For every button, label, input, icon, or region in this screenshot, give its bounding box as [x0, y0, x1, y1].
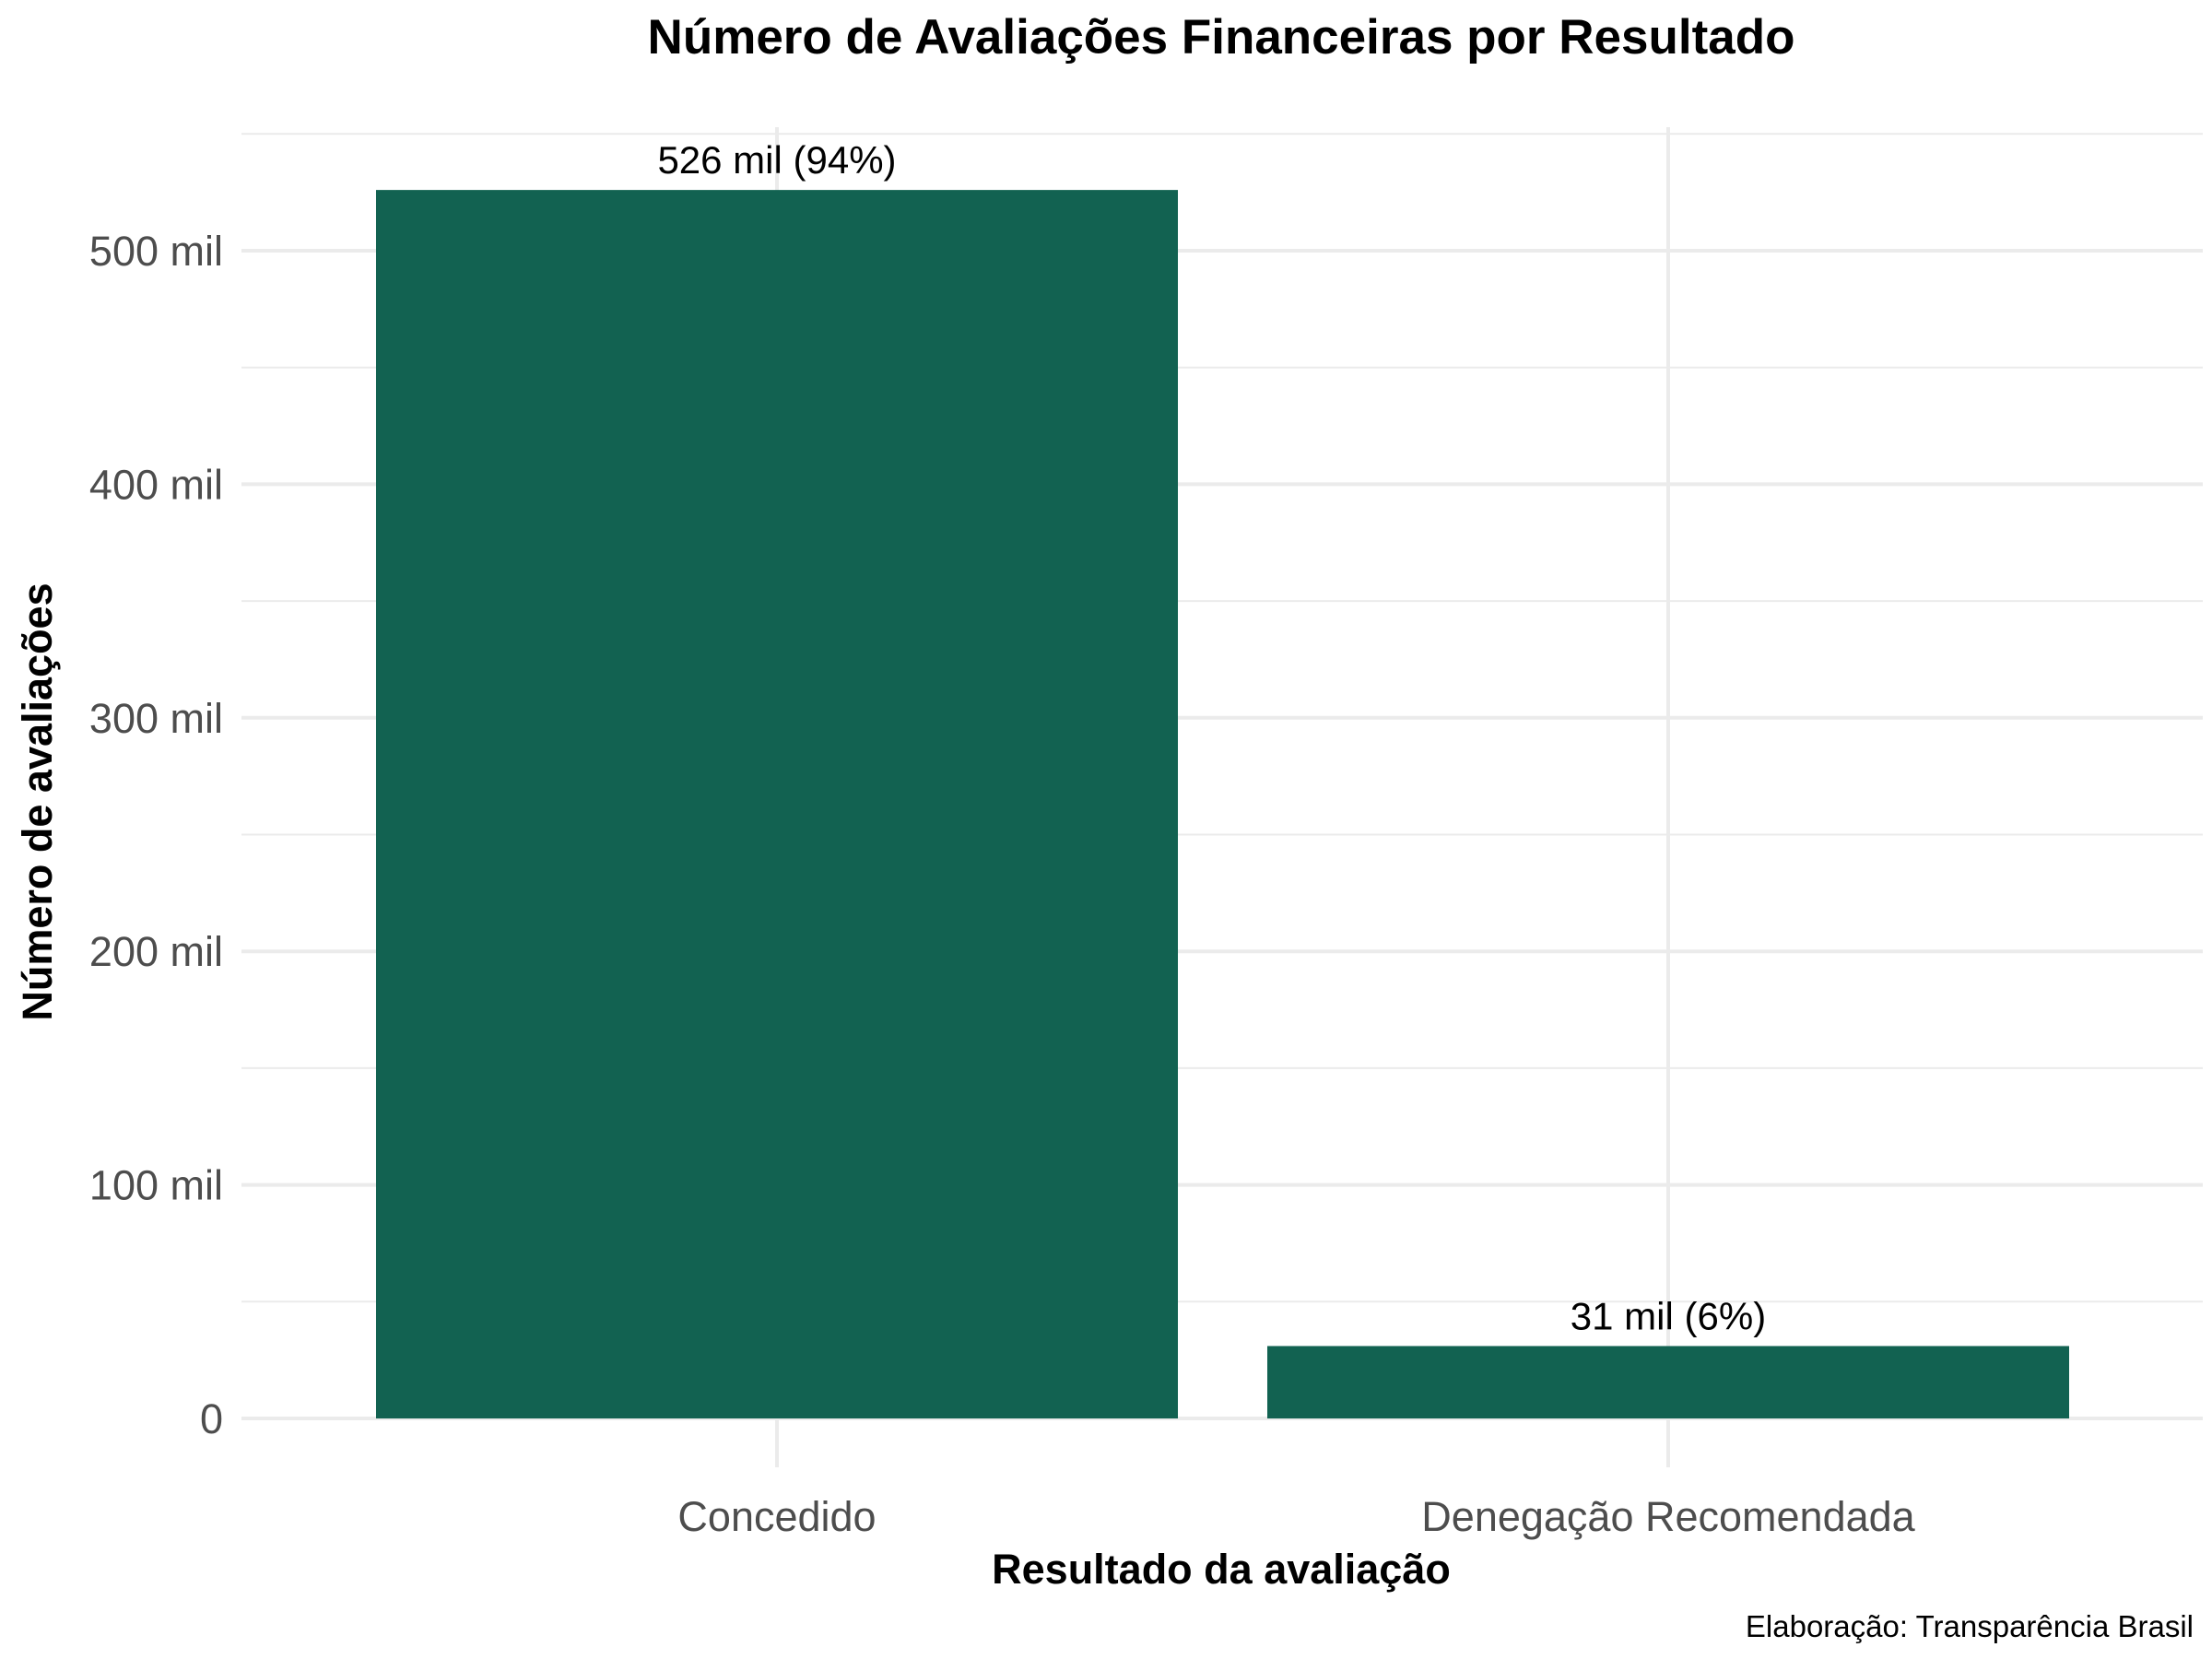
y-tick-label: 300 mil — [89, 695, 223, 742]
chart-title: Número de Avaliações Financeiras por Res… — [648, 10, 1795, 65]
bar — [1267, 1346, 2069, 1418]
y-axis-ticks: 0 100 mil 200 mil 300 mil 400 mil 500 mil — [89, 228, 223, 1442]
data-labels: 526 mil (94%) 31 mil (6%) — [657, 138, 1766, 1337]
x-tick-label: Denegação Recomendada — [1421, 1493, 1915, 1540]
x-axis-ticks: Concedido Denegação Recomendada — [677, 1493, 1915, 1540]
bars — [376, 190, 2069, 1419]
data-label: 31 mil (6%) — [1571, 1294, 1766, 1337]
y-tick-label: 100 mil — [89, 1162, 223, 1209]
y-tick-label: 400 mil — [89, 461, 223, 508]
y-tick-label: 200 mil — [89, 928, 223, 975]
x-tick-label: Concedido — [677, 1493, 876, 1540]
chart-caption: Elaboração: Transparência Brasil — [1746, 1609, 2194, 1643]
y-tick-label: 0 — [200, 1395, 223, 1442]
x-axis-title: Resultado da avaliação — [992, 1546, 1451, 1593]
bar — [376, 190, 1178, 1419]
data-label: 526 mil (94%) — [657, 138, 896, 182]
y-tick-label: 500 mil — [89, 228, 223, 275]
y-axis-title: Número de avaliações — [14, 582, 61, 1020]
